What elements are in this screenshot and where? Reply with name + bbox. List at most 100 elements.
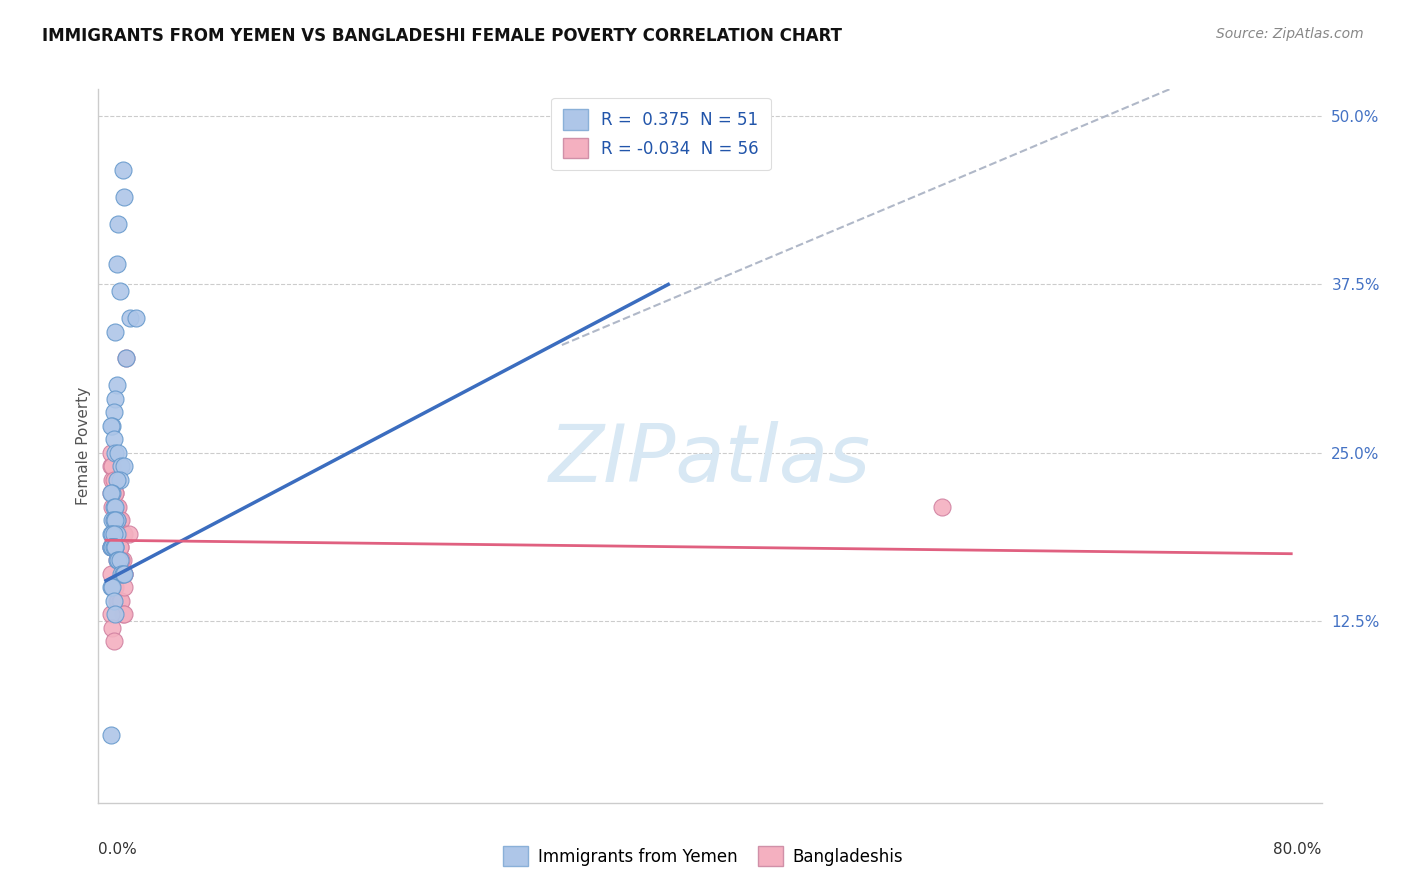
Point — [103, 540, 125, 554]
Point — [105, 594, 128, 608]
Point — [120, 311, 142, 326]
Point — [125, 311, 148, 326]
Point — [100, 486, 122, 500]
Text: IMMIGRANTS FROM YEMEN VS BANGLADESHI FEMALE POVERTY CORRELATION CHART: IMMIGRANTS FROM YEMEN VS BANGLADESHI FEM… — [42, 27, 842, 45]
Point — [100, 729, 122, 743]
Point — [107, 500, 129, 514]
Point — [100, 540, 122, 554]
Point — [104, 540, 127, 554]
Point — [104, 526, 127, 541]
Point — [104, 500, 127, 514]
Point — [104, 486, 127, 500]
Point — [101, 473, 124, 487]
Point — [107, 526, 129, 541]
Point — [111, 163, 134, 178]
Point — [103, 486, 125, 500]
Point — [101, 513, 124, 527]
Point — [112, 607, 135, 622]
Point — [100, 526, 122, 541]
Point — [100, 418, 122, 433]
Text: Source: ZipAtlas.com: Source: ZipAtlas.com — [1216, 27, 1364, 41]
Point — [107, 217, 129, 231]
Point — [110, 594, 132, 608]
Point — [100, 486, 122, 500]
Point — [101, 540, 124, 554]
Point — [112, 526, 135, 541]
Point — [112, 566, 135, 581]
Point — [105, 500, 128, 514]
Point — [112, 459, 135, 474]
Point — [100, 446, 122, 460]
Point — [104, 513, 127, 527]
Point — [108, 553, 131, 567]
Point — [101, 540, 124, 554]
Point — [105, 513, 128, 527]
Legend: R =  0.375  N = 51, R = -0.034  N = 56: R = 0.375 N = 51, R = -0.034 N = 56 — [551, 97, 770, 169]
Point — [107, 540, 129, 554]
Point — [112, 566, 135, 581]
Point — [110, 566, 132, 581]
Point — [108, 540, 131, 554]
Point — [111, 607, 134, 622]
Point — [103, 513, 125, 527]
Point — [103, 594, 125, 608]
Point — [112, 580, 135, 594]
Text: 80.0%: 80.0% — [1274, 842, 1322, 857]
Point — [110, 553, 132, 567]
Point — [111, 566, 134, 581]
Point — [108, 284, 131, 298]
Point — [104, 392, 127, 406]
Point — [110, 553, 132, 567]
Text: ZIPatlas: ZIPatlas — [548, 421, 872, 500]
Point — [101, 418, 124, 433]
Point — [108, 540, 131, 554]
Point — [103, 500, 125, 514]
Point — [104, 446, 127, 460]
Point — [105, 473, 128, 487]
Point — [101, 580, 124, 594]
Point — [105, 257, 128, 271]
Point — [103, 540, 125, 554]
Point — [110, 513, 132, 527]
Point — [104, 580, 127, 594]
Point — [108, 594, 131, 608]
Point — [101, 486, 124, 500]
Point — [110, 553, 132, 567]
Point — [118, 526, 141, 541]
Point — [100, 580, 122, 594]
Point — [108, 473, 131, 487]
Point — [105, 526, 128, 541]
Point — [103, 473, 125, 487]
Point — [103, 513, 125, 527]
Point — [107, 446, 129, 460]
Point — [105, 553, 128, 567]
Point — [101, 540, 124, 554]
Legend: Immigrants from Yemen, Bangladeshis: Immigrants from Yemen, Bangladeshis — [495, 838, 911, 875]
Point — [114, 351, 136, 366]
Point — [107, 594, 129, 608]
Point — [111, 526, 134, 541]
Point — [112, 190, 135, 204]
Point — [103, 432, 125, 446]
Point — [101, 459, 124, 474]
Point — [100, 540, 122, 554]
Point — [100, 540, 122, 554]
Point — [108, 553, 131, 567]
Point — [101, 621, 124, 635]
Point — [112, 566, 135, 581]
Point — [931, 500, 953, 514]
Point — [114, 351, 136, 366]
Point — [101, 500, 124, 514]
Point — [104, 325, 127, 339]
Point — [105, 378, 128, 392]
Point — [104, 540, 127, 554]
Point — [103, 526, 125, 541]
Point — [111, 553, 134, 567]
Point — [111, 566, 134, 581]
Y-axis label: Female Poverty: Female Poverty — [76, 387, 91, 505]
Point — [101, 580, 124, 594]
Point — [100, 566, 122, 581]
Point — [101, 526, 124, 541]
Point — [100, 459, 122, 474]
Point — [105, 513, 128, 527]
